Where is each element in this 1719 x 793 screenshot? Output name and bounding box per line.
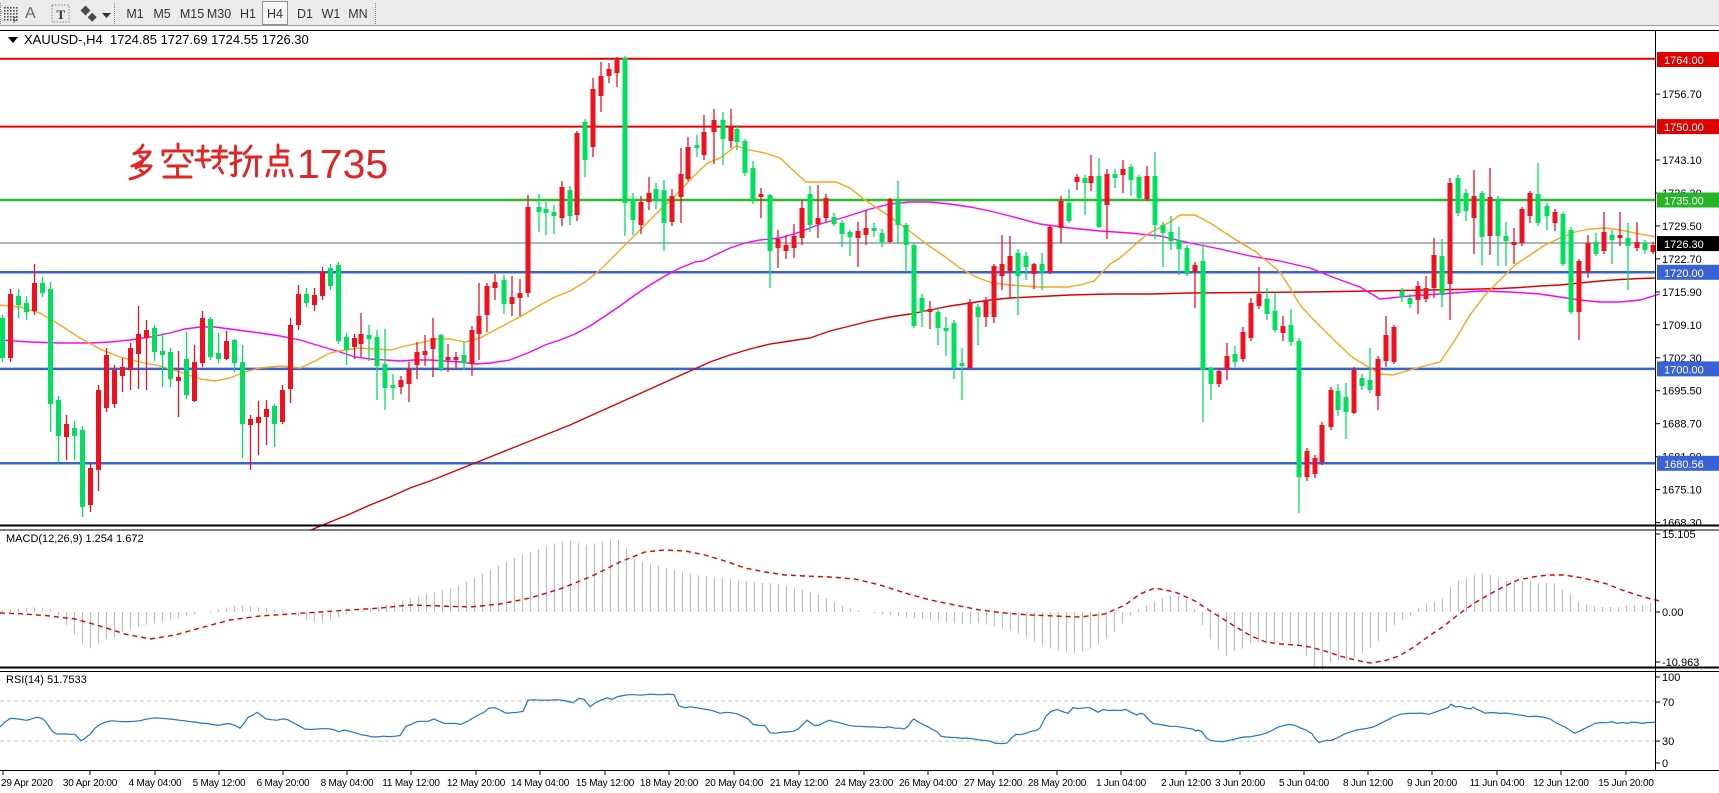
svg-text:15.105: 15.105 [1662,529,1696,541]
svg-text:1729.50: 1729.50 [1662,221,1702,233]
svg-text:4 May 04:00: 4 May 04:00 [129,778,182,789]
svg-text:12 Jun 12:00: 12 Jun 12:00 [1533,778,1589,789]
svg-text:11 May 12:00: 11 May 12:00 [382,778,440,789]
svg-text:11 Jun 04:00: 11 Jun 04:00 [1470,778,1525,789]
svg-text:1675.10: 1675.10 [1662,485,1702,497]
svg-text:28 May 20:00: 28 May 20:00 [1028,778,1087,789]
svg-text:1735: 1735 [297,141,388,187]
svg-text:20 May 04:00: 20 May 04:00 [705,778,764,789]
svg-text:15 Jun 20:00: 15 Jun 20:00 [1598,778,1654,789]
svg-text:6 May 20:00: 6 May 20:00 [257,778,310,789]
svg-text:1756.70: 1756.70 [1662,89,1702,101]
svg-text:1726.30: 1726.30 [1664,239,1704,251]
svg-text:29 Apr 2020: 29 Apr 2020 [1,778,53,789]
svg-text:12 May 20:00: 12 May 20:00 [447,778,506,789]
svg-text:1680.56: 1680.56 [1664,459,1704,471]
svg-text:70: 70 [1662,697,1674,709]
svg-text:1700.00: 1700.00 [1664,364,1704,376]
svg-text:1735.00: 1735.00 [1664,196,1704,208]
svg-text:1 Jun 04:00: 1 Jun 04:00 [1096,778,1147,789]
svg-text:1743.10: 1743.10 [1662,155,1702,167]
svg-text:RSI(14) 51.7533: RSI(14) 51.7533 [6,674,87,686]
svg-text:18 May 20:00: 18 May 20:00 [640,778,699,789]
svg-text:30: 30 [1662,736,1674,748]
svg-text:MACD(12,26,9) 1.254 1.672: MACD(12,26,9) 1.254 1.672 [6,533,144,545]
svg-text:1715.90: 1715.90 [1662,287,1702,299]
svg-text:1764.00: 1764.00 [1664,55,1704,67]
svg-text:0.00: 0.00 [1662,607,1683,619]
svg-text:0: 0 [1662,758,1668,770]
svg-text:1720.00: 1720.00 [1664,268,1704,280]
svg-text:3 Jun 20:00: 3 Jun 20:00 [1215,778,1266,789]
svg-text:1668.30: 1668.30 [1662,518,1702,530]
svg-text:27 May 12:00: 27 May 12:00 [964,778,1023,789]
svg-text:14 May 04:00: 14 May 04:00 [511,778,570,789]
svg-text:21 May 12:00: 21 May 12:00 [770,778,829,789]
svg-text:5 May 12:00: 5 May 12:00 [193,778,246,789]
svg-text:8 Jun 12:00: 8 Jun 12:00 [1343,778,1394,789]
svg-text:1709.10: 1709.10 [1662,320,1702,332]
svg-text:1750.00: 1750.00 [1664,122,1704,134]
svg-text:26 May 04:00: 26 May 04:00 [899,778,958,789]
svg-text:24 May 23:00: 24 May 23:00 [835,778,894,789]
svg-text:15 May 12:00: 15 May 12:00 [576,778,635,789]
svg-text:8 May 04:00: 8 May 04:00 [321,778,374,789]
svg-text:9 Jun 20:00: 9 Jun 20:00 [1407,778,1458,789]
svg-text:2 Jun 12:00: 2 Jun 12:00 [1161,778,1212,789]
svg-text:5 Jun 04:00: 5 Jun 04:00 [1279,778,1330,789]
svg-text:T: T [57,7,66,22]
svg-text:-10.963: -10.963 [1662,657,1699,669]
svg-text:F: F [13,16,18,24]
svg-text:1688.70: 1688.70 [1662,419,1702,431]
svg-text:30 Apr 20:00: 30 Apr 20:00 [63,778,118,789]
svg-text:100: 100 [1662,672,1680,684]
svg-text:XAUUSD-,H4 1724.85 1727.69 17: XAUUSD-,H4 1724.85 1727.69 1724.55 1726.… [24,32,309,47]
svg-text:1722.70: 1722.70 [1662,254,1702,266]
svg-text:1695.50: 1695.50 [1662,386,1702,398]
